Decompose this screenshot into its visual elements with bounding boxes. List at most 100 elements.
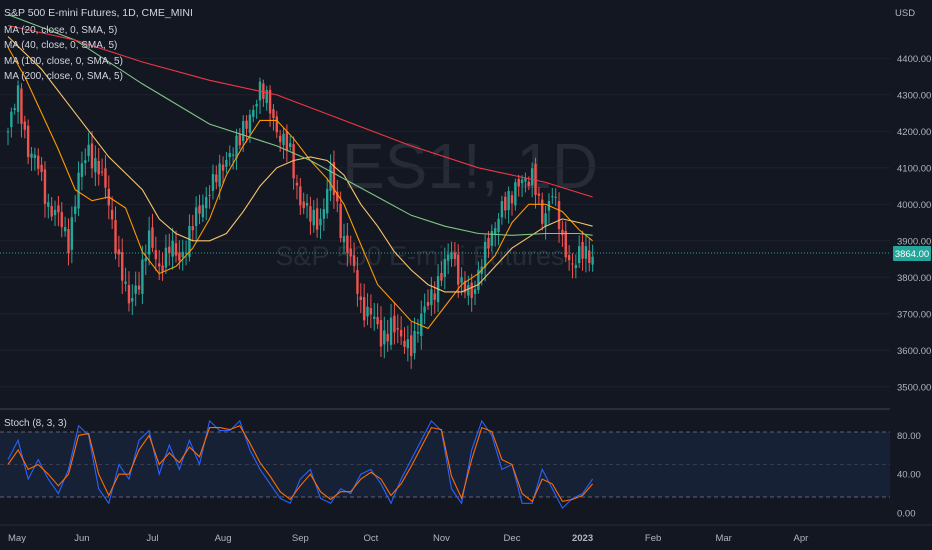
candle-body: [530, 168, 534, 186]
watermark-symbol: ES1!, 1D: [342, 130, 598, 202]
candle-body: [302, 201, 305, 209]
candle-body: [450, 252, 453, 259]
candle-body: [57, 205, 60, 213]
stoch-tick-label: 40.00: [897, 470, 921, 481]
legend-ma100[interactable]: MA (100, close, 0, SMA, 5): [4, 56, 123, 67]
time-tick-label: Apr: [794, 533, 809, 544]
candle-body: [541, 199, 544, 224]
candle-body: [70, 217, 74, 250]
candle-body: [393, 315, 396, 333]
candle-body: [26, 125, 30, 158]
candle-body: [63, 227, 67, 232]
candle-body: [198, 205, 201, 214]
watermark-name: S&P 500 E-mini Futures: [275, 241, 564, 271]
candle-body: [262, 83, 265, 99]
stoch-axis[interactable]: 80.00 40.00 0.00: [897, 431, 921, 520]
candle-body: [477, 269, 480, 290]
candle-body: [228, 152, 231, 158]
candle-body: [141, 259, 144, 294]
candle-body: [194, 207, 198, 226]
candle-body: [537, 193, 541, 196]
stoch-tick-label: 80.00: [897, 431, 921, 442]
candle-body: [332, 162, 336, 196]
candle-body: [13, 108, 16, 111]
candle-body: [312, 209, 315, 226]
candle-body: [171, 240, 174, 257]
ma-line-1: [7, 47, 593, 330]
candle-body: [80, 163, 84, 177]
candle-body: [23, 121, 26, 130]
stoch-d-line: [7, 425, 594, 503]
stochastic-lines: [7, 419, 594, 510]
candle-body: [211, 174, 215, 191]
candle-body: [184, 252, 188, 254]
candle-body: [205, 197, 208, 209]
time-tick-label: Sep: [292, 533, 309, 544]
candle-body: [255, 104, 258, 107]
candle-body: [278, 135, 282, 143]
candle-body: [104, 168, 107, 188]
candle-body: [84, 160, 87, 163]
candle-body: [242, 121, 245, 141]
candle-body: [134, 285, 137, 294]
candle-body: [359, 296, 362, 300]
candle-body: [305, 203, 309, 206]
candle-body: [487, 237, 490, 249]
time-axis[interactable]: May Jun Jul Aug Sep Oct Nov Dec 2023 Feb Mar Apr: [8, 533, 808, 544]
candle-body: [67, 229, 70, 254]
candle-body: [110, 209, 114, 220]
candle-body: [356, 270, 359, 294]
candle-body: [40, 164, 43, 172]
time-tick-label: Feb: [645, 533, 661, 544]
candle-body: [346, 235, 349, 253]
legend-ma40[interactable]: MA (40, close, 0, SMA, 5): [4, 40, 118, 51]
last-price-badge: [893, 246, 931, 261]
candle-body: [77, 172, 80, 209]
stoch-tick-label: 0.00: [897, 509, 916, 520]
candle-body: [208, 194, 211, 196]
candle-body: [416, 332, 420, 334]
candle-body: [97, 160, 100, 175]
candle-body: [127, 285, 131, 304]
price-axis[interactable]: 3500.00 3600.00 3700.00 3800.00 3900.00 4000.…: [897, 54, 931, 393]
candle-body: [43, 169, 47, 204]
candle-body: [544, 213, 547, 227]
candle-body: [433, 293, 436, 300]
candle-body: [285, 131, 289, 152]
time-tick-label: Oct: [363, 533, 378, 544]
candle-body: [90, 143, 94, 169]
candle-body: [339, 203, 342, 239]
legend-ma200[interactable]: MA (200, close, 0, SMA, 5): [4, 71, 123, 82]
candle-body: [497, 218, 500, 232]
chart-title[interactable]: S&P 500 E-mini Futures, 1D, CME_MINI: [4, 7, 193, 19]
price-tick-label: 4200.00: [897, 127, 931, 138]
candle-body: [178, 252, 181, 261]
candle-body: [500, 201, 504, 218]
candle-body: [457, 254, 460, 285]
candle-body: [386, 333, 389, 342]
candle-body: [144, 258, 147, 262]
candle-body: [366, 306, 369, 317]
candle-body: [151, 227, 154, 248]
candle-body: [33, 154, 37, 158]
candle-body: [154, 250, 158, 260]
candle-body: [369, 308, 373, 315]
legend-ma20[interactable]: MA (20, close, 0, SMA, 5): [4, 25, 118, 36]
candle-body: [221, 164, 225, 171]
stoch-legend[interactable]: Stoch (8, 3, 3): [4, 418, 67, 429]
candle-body: [329, 165, 332, 191]
currency-label: USD: [895, 8, 915, 19]
candle-body: [315, 208, 319, 230]
candle-body: [201, 204, 205, 218]
candle-body: [460, 277, 463, 283]
candle-body: [74, 206, 77, 214]
candle-body: [275, 116, 278, 133]
candle-body: [396, 328, 399, 330]
candle-body: [510, 195, 514, 204]
candlesticks: [6, 77, 594, 369]
ma-line-3: [7, 14, 593, 236]
candle-body: [218, 163, 221, 187]
candle-body: [215, 174, 218, 183]
candle-body: [248, 114, 252, 133]
